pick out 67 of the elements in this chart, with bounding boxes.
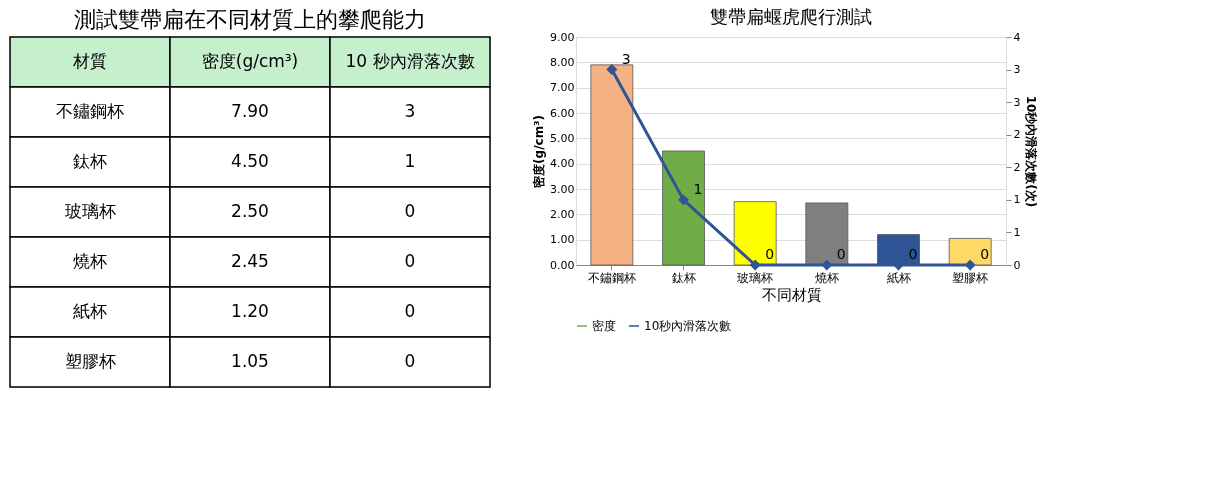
chart-title: 測試雙帶扁在不同材質上的攀爬能力 [74, 7, 426, 33]
data-label: 7.90 [231, 101, 269, 121]
data-label: 1 [404, 151, 416, 171]
y-tick-label: 6.00 [550, 106, 575, 120]
y-axis-title: 材質 [72, 51, 107, 71]
data-label: 0 [980, 246, 990, 262]
y-tick-label: 玻璃杯 [64, 201, 116, 221]
y-tick-label: 4.00 [550, 157, 575, 171]
x-tick-label: 不鏽鋼杯 [587, 270, 636, 285]
point [678, 194, 689, 206]
x-tick-label: 鈦杯 [671, 270, 696, 285]
data-label: 0 [404, 251, 416, 271]
data-label: 3 [621, 50, 631, 67]
point [749, 259, 761, 271]
y-axis-title: 密度(g/cm³) [532, 115, 547, 188]
y-tick-label: 5.00 [550, 131, 575, 145]
y2-axis-title: 10秒內滑落次數(次) [1024, 95, 1039, 208]
x-axis-title: 不同材質 [761, 285, 822, 304]
data-label: 1.20 [231, 301, 269, 321]
y-tick-label: 1.00 [550, 233, 575, 247]
x-tick-label: 10 秒內滑落次數 [345, 51, 475, 71]
bar [948, 238, 992, 266]
y-tick-label: 塑膠杯 [64, 351, 116, 371]
data-label: 2.45 [231, 251, 269, 271]
bar [805, 202, 849, 266]
data-label: 0 [404, 351, 416, 371]
y-tick-label: 8.00 [550, 55, 575, 69]
data-label: 0 [765, 246, 775, 262]
point [821, 259, 833, 271]
y-tick-label: 3.00 [550, 182, 575, 196]
y-tick-label: 7.00 [550, 81, 575, 95]
y-tick-label: 不鏽鋼杯 [56, 101, 124, 121]
y2-tick-label: 3 [1013, 63, 1021, 77]
point [606, 64, 618, 76]
data-label: 0 [404, 201, 416, 221]
data-label: 2.50 [231, 201, 269, 221]
y-tick-label: 2.00 [550, 207, 575, 221]
y-tick-label: 紙杯 [73, 301, 107, 321]
bar [733, 201, 777, 266]
data-label: 3 [404, 101, 416, 121]
data-label: 0 [404, 301, 416, 321]
legend-label: 10秒內滑落次數 [644, 319, 732, 333]
data-label: 0 [836, 246, 846, 262]
bar [662, 150, 705, 266]
chart-title: 雙帶扁蝘虎爬行測試 [710, 6, 872, 27]
point [964, 259, 976, 271]
y-tick-label: 0.00 [550, 258, 575, 272]
data-label: 1.05 [231, 351, 269, 371]
x-tick-label: 塑膠杯 [952, 270, 989, 285]
data-label: 4.50 [231, 151, 269, 171]
y2-tick-label: 2 [1013, 160, 1021, 174]
x-tick-label: 燒杯 [814, 270, 839, 285]
y2-tick-label: 1 [1013, 225, 1021, 239]
y2-tick-label: 0 [1013, 258, 1021, 272]
x-tick-label: 紙杯 [886, 270, 911, 285]
y2-tick-label: 3 [1013, 95, 1021, 109]
y2-tick-label: 1 [1013, 193, 1021, 207]
y-tick-label: 9.00 [550, 30, 575, 44]
data-label: 0 [908, 246, 918, 262]
y2-tick-label: 4 [1013, 30, 1021, 44]
legend-label: 密度 [592, 319, 616, 333]
y-tick-label: 燒杯 [73, 251, 107, 271]
y2-tick-label: 2 [1013, 128, 1021, 142]
y-tick-label: 鈦杯 [73, 151, 107, 171]
bar [590, 64, 634, 266]
data-label: 1 [693, 180, 703, 197]
x-tick-label: 玻璃杯 [737, 270, 774, 285]
